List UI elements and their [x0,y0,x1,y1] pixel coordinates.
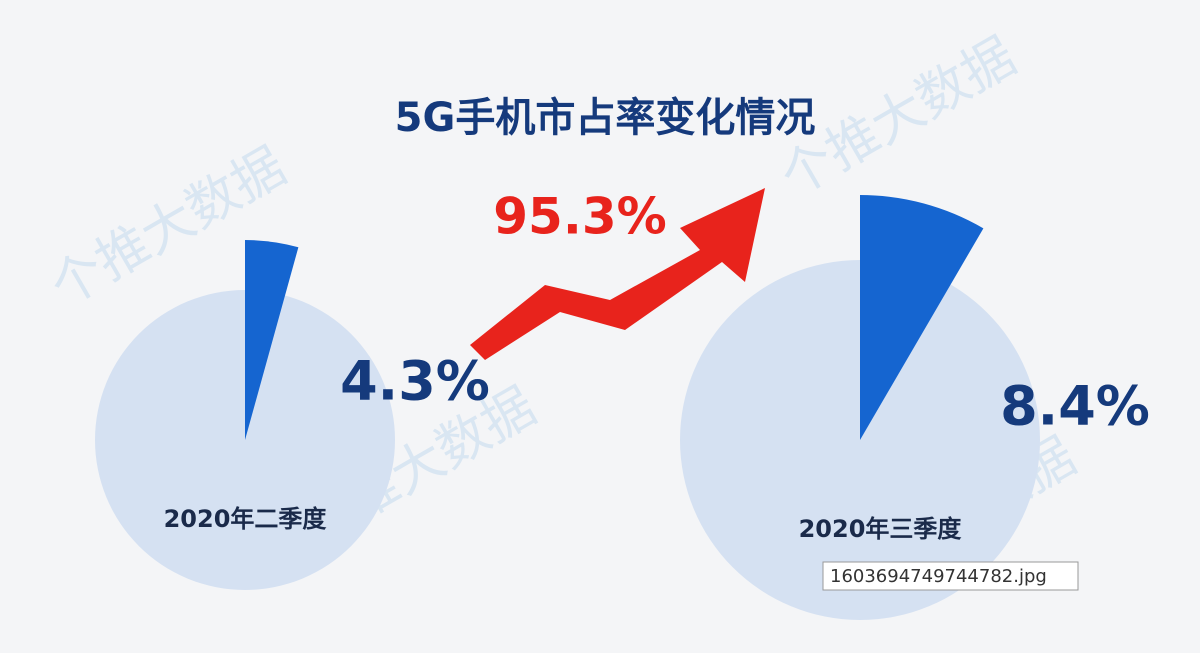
growth-label: 95.3% [493,188,666,246]
filename-tooltip: 1603694749744782.jpg [822,561,1079,591]
pie-subtitle: 2020年三季度 [799,515,963,543]
value-label: 8.4% [1000,375,1150,438]
pie-wedge [245,240,299,440]
pie-wedge [860,195,984,440]
title: 5G手机市占率变化情况 [395,95,816,141]
growth-arrow [470,188,765,360]
value-label: 4.3% [340,350,490,413]
pie-charts: 4.3% 2020年二季度 8.4% 2020年三季度 [95,195,1150,620]
tooltip-text: 1603694749744782.jpg [830,566,1047,587]
tooltip-box [822,561,1079,591]
pie-subtitle: 2020年二季度 [164,505,328,533]
